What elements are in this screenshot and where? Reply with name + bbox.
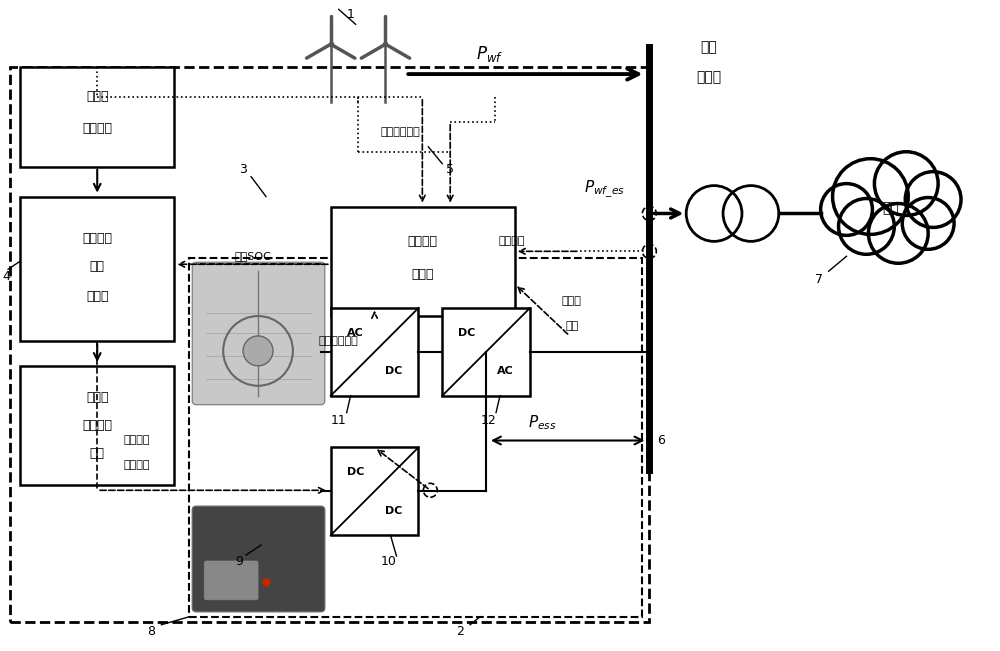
Bar <box>331 447 418 535</box>
Text: 预测: 预测 <box>90 447 105 460</box>
Text: 11: 11 <box>331 414 347 427</box>
Text: 8: 8 <box>147 625 155 638</box>
Text: 飞轮SOC: 飞轮SOC <box>235 251 271 261</box>
Text: DC: DC <box>385 506 403 516</box>
FancyBboxPatch shape <box>192 262 325 405</box>
Text: 超短期: 超短期 <box>86 391 108 404</box>
Text: 4: 4 <box>2 270 10 283</box>
FancyBboxPatch shape <box>192 506 325 612</box>
Text: $P_{wf\_es}$: $P_{wf\_es}$ <box>584 179 625 200</box>
Circle shape <box>839 157 942 260</box>
Text: 联接点: 联接点 <box>697 70 722 84</box>
Bar <box>331 206 515 316</box>
Text: 公共: 公共 <box>701 40 717 54</box>
Bar <box>20 366 174 485</box>
Text: 蓄电池: 蓄电池 <box>562 296 582 306</box>
Text: 电网: 电网 <box>882 202 899 215</box>
Text: 发电计划: 发电计划 <box>82 122 112 135</box>
Text: $P_{wf}$: $P_{wf}$ <box>476 44 504 64</box>
Text: 12: 12 <box>480 414 496 427</box>
Text: 电池储能: 电池储能 <box>82 232 112 245</box>
Text: 电池储能: 电池储能 <box>123 436 150 445</box>
Text: 飞轮储能: 飞轮储能 <box>408 235 438 248</box>
Text: 2: 2 <box>456 625 464 638</box>
Text: DC: DC <box>458 327 475 338</box>
FancyBboxPatch shape <box>204 561 258 600</box>
Circle shape <box>243 336 273 366</box>
Text: DC: DC <box>347 467 364 477</box>
Text: 控制器: 控制器 <box>86 290 108 303</box>
Text: AC: AC <box>497 366 514 376</box>
Text: 风电场: 风电场 <box>86 90 108 104</box>
Bar <box>442 308 530 396</box>
Bar <box>189 258 642 616</box>
Text: DC: DC <box>385 366 403 376</box>
Text: 3: 3 <box>239 163 247 176</box>
Text: 7: 7 <box>815 273 823 286</box>
Text: AC: AC <box>347 327 364 338</box>
Bar <box>10 67 649 622</box>
Text: 9: 9 <box>235 555 243 568</box>
Text: 飞轮功率指令: 飞轮功率指令 <box>319 336 359 346</box>
Text: 优化: 优化 <box>90 260 105 273</box>
Bar <box>20 197 174 341</box>
Text: 功率: 功率 <box>565 321 578 331</box>
Bar <box>331 308 418 396</box>
Text: 5: 5 <box>446 163 454 176</box>
Text: 功率指令: 功率指令 <box>123 460 150 471</box>
Text: 控制器: 控制器 <box>412 268 434 281</box>
Text: 6: 6 <box>657 434 665 447</box>
Text: 1: 1 <box>347 8 355 21</box>
Text: 风电实时功率: 风电实时功率 <box>381 127 420 137</box>
Text: $P_{ess}$: $P_{ess}$ <box>528 413 556 432</box>
Text: 风电功率: 风电功率 <box>82 419 112 432</box>
Text: 联合功率: 联合功率 <box>499 236 525 246</box>
Bar <box>20 67 174 167</box>
Text: 10: 10 <box>381 555 396 568</box>
